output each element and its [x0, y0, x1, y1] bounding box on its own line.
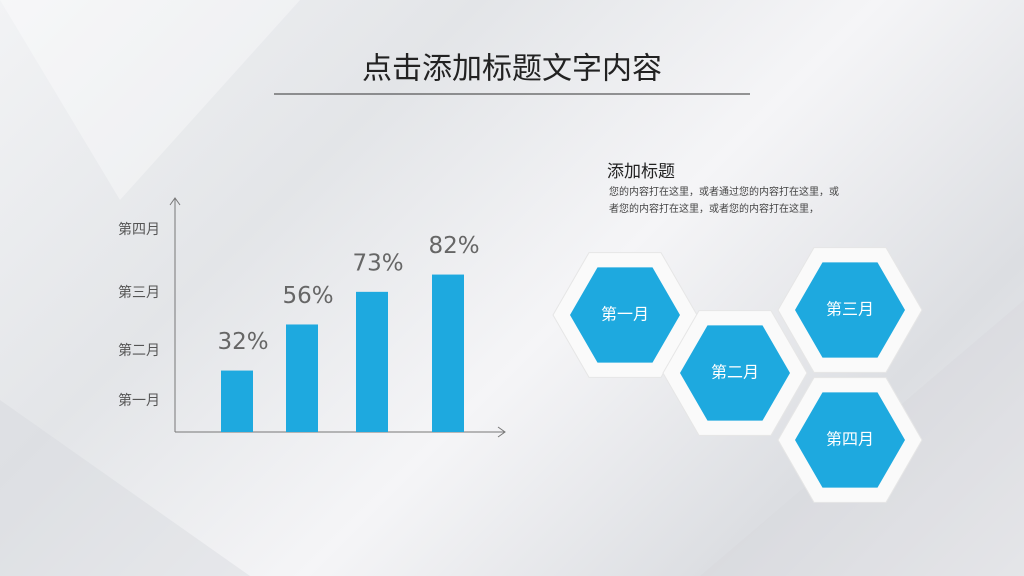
- value-label: 32%: [217, 329, 268, 355]
- slide-title: 点击添加标题文字内容: [362, 52, 662, 87]
- bar: [221, 370, 253, 432]
- value-label: 73%: [352, 250, 403, 276]
- hex: [680, 325, 790, 421]
- y-label: 第一月: [118, 392, 160, 409]
- hex-label: 第三月: [826, 300, 874, 319]
- bg-facet: [0, 400, 250, 576]
- hex: [795, 262, 905, 358]
- bar: [286, 324, 318, 432]
- bar: [356, 291, 388, 432]
- y-label: 第二月: [118, 342, 160, 359]
- value-label: 82%: [428, 233, 479, 259]
- panel-body: 您的内容打在这里，或者通过您的内容打在这里，或者您的内容打在这里，或者您的内容打…: [609, 187, 839, 215]
- y-label: 第四月: [118, 221, 160, 238]
- y-label: 第三月: [118, 284, 160, 301]
- bar: [432, 274, 464, 432]
- value-label: 56%: [282, 283, 333, 309]
- hex: [795, 392, 905, 488]
- hex-label: 第二月: [711, 363, 759, 382]
- hex-label: 第一月: [601, 305, 649, 324]
- y-arrow: [169, 197, 181, 206]
- hex-label: 第四月: [826, 430, 874, 449]
- bg-facet: [0, 0, 300, 200]
- hex: [570, 267, 680, 363]
- panel-heading: 添加标题: [607, 162, 675, 182]
- x-arrow: [497, 426, 506, 438]
